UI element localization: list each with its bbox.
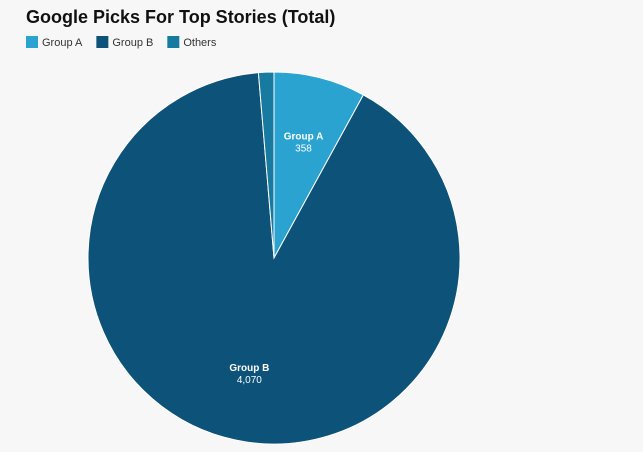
pie-slice [257,71,275,259]
legend-label: Group B [112,37,153,49]
slice-value: 4,070 [237,375,262,386]
legend-swatch [167,36,180,48]
pie-slice [273,71,365,259]
chart-title: Google Picks For Top Stories (Total) [26,7,335,27]
slice-value: 358 [295,143,312,154]
slice-name: Group A [284,131,324,142]
legend-swatch [26,36,38,48]
slice-name: Group B [229,363,269,374]
legend-label: Others [183,37,217,49]
pie-slice [87,72,461,445]
legend-label: Group A [42,37,83,49]
legend-swatch [96,36,109,48]
